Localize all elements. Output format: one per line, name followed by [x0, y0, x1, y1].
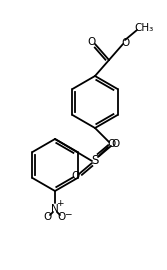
Text: O: O	[44, 212, 52, 222]
Text: −: −	[64, 210, 72, 218]
Text: O: O	[107, 139, 115, 149]
Text: CH₃: CH₃	[134, 23, 154, 33]
Text: O: O	[111, 139, 119, 149]
Text: +: +	[56, 200, 64, 208]
Text: O: O	[122, 38, 130, 48]
Text: O: O	[87, 37, 95, 47]
Text: O: O	[71, 171, 79, 181]
Text: O: O	[58, 212, 66, 222]
Text: S: S	[91, 154, 99, 167]
Text: N: N	[51, 204, 59, 214]
